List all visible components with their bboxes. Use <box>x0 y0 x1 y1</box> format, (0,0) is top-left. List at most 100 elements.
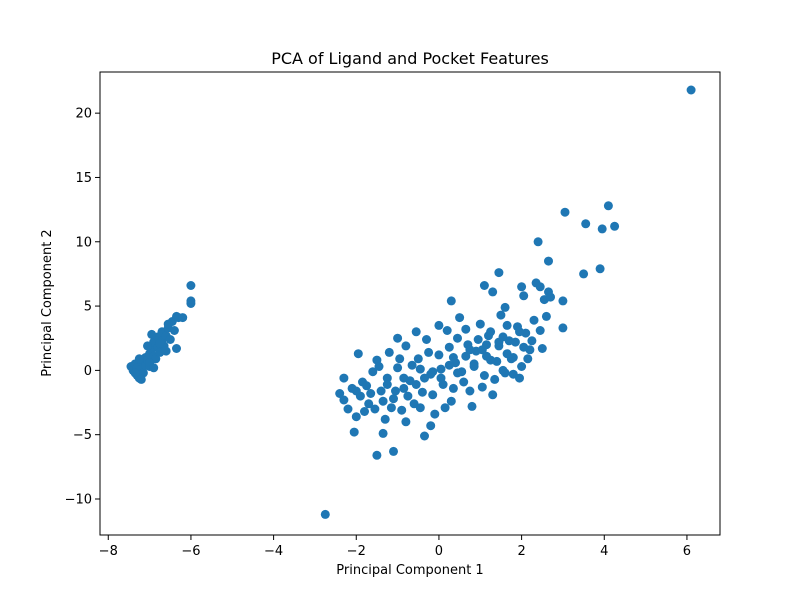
data-point <box>515 327 524 337</box>
data-point <box>163 319 173 329</box>
data-point <box>417 387 427 397</box>
data-point <box>535 326 545 335</box>
data-point <box>415 364 425 374</box>
data-point <box>581 219 591 229</box>
y-tick-label: 20 <box>75 107 92 122</box>
x-tick-label: −2 <box>347 544 366 559</box>
data-point <box>686 85 696 95</box>
y-tick-label: 10 <box>75 235 92 250</box>
data-point <box>610 221 620 231</box>
data-point <box>362 381 372 391</box>
y-tick-label: 15 <box>75 171 92 186</box>
data-point <box>136 374 146 384</box>
data-point <box>428 390 438 400</box>
data-point <box>424 347 434 357</box>
data-point <box>343 404 353 414</box>
data-point <box>384 347 394 357</box>
data-point <box>490 374 500 384</box>
data-point <box>401 341 411 351</box>
x-tick-label: −6 <box>181 544 200 559</box>
data-point <box>446 396 456 406</box>
data-point <box>320 509 330 519</box>
data-point <box>502 320 512 330</box>
data-point <box>430 409 440 419</box>
data-point <box>161 346 171 356</box>
data-point <box>517 282 527 292</box>
data-point <box>165 335 175 344</box>
data-point <box>339 395 349 405</box>
data-point <box>389 394 398 404</box>
data-point <box>186 281 196 290</box>
data-point <box>389 446 398 456</box>
data-point <box>393 333 403 343</box>
data-point <box>426 421 436 431</box>
y-tick-label: −5 <box>73 428 92 443</box>
data-point <box>172 344 181 353</box>
data-point <box>335 389 345 398</box>
data-point <box>360 407 369 416</box>
data-point <box>597 224 607 234</box>
y-tick-label: 5 <box>84 300 92 315</box>
data-point <box>517 362 527 371</box>
data-point <box>428 367 438 377</box>
x-tick-label: −8 <box>99 544 118 559</box>
data-point <box>370 404 380 414</box>
data-point <box>374 362 384 371</box>
data-point <box>143 341 152 351</box>
x-tick-label: 2 <box>517 544 525 559</box>
data-point <box>467 401 477 411</box>
data-point <box>459 377 469 387</box>
data-point <box>366 389 376 398</box>
data-point <box>465 345 475 355</box>
data-point <box>434 350 444 360</box>
data-point <box>541 311 551 321</box>
data-point <box>488 390 498 400</box>
data-point <box>422 335 431 344</box>
data-point <box>436 364 446 374</box>
data-point <box>448 353 458 362</box>
data-point <box>444 360 454 370</box>
data-point <box>455 313 465 323</box>
data-point <box>498 332 508 342</box>
data-point <box>496 310 506 320</box>
data-point <box>413 354 423 364</box>
data-point <box>502 349 512 359</box>
data-point <box>397 405 407 415</box>
x-tick-label: 6 <box>683 544 691 559</box>
data-point <box>533 237 543 247</box>
data-point <box>382 373 392 383</box>
data-point <box>519 342 529 352</box>
data-point <box>446 296 456 306</box>
x-tick-label: 4 <box>600 544 608 559</box>
data-point <box>149 363 159 373</box>
x-axis-label: Principal Component 1 <box>336 563 483 578</box>
data-point <box>169 326 179 335</box>
data-point <box>147 329 157 339</box>
data-point <box>368 367 378 377</box>
data-point <box>440 403 450 413</box>
data-point <box>529 315 539 325</box>
data-point <box>442 326 452 335</box>
x-tick-label: 0 <box>435 544 443 559</box>
data-point <box>378 396 388 406</box>
data-point <box>448 383 458 393</box>
data-point <box>515 373 524 383</box>
data-point <box>134 354 144 364</box>
data-point <box>386 403 396 413</box>
data-point <box>453 333 462 343</box>
data-point <box>382 380 392 389</box>
data-point <box>378 428 388 438</box>
y-tick-label: −10 <box>65 492 92 507</box>
data-point <box>560 207 570 217</box>
chart-title: PCA of Ligand and Pocket Features <box>271 49 549 68</box>
data-point <box>510 337 520 347</box>
data-point <box>178 313 188 323</box>
data-point <box>399 383 409 393</box>
data-point <box>527 336 537 346</box>
data-point <box>436 373 446 383</box>
data-point <box>453 368 462 378</box>
data-points <box>126 85 696 519</box>
data-point <box>465 386 475 396</box>
data-point <box>339 373 349 383</box>
data-point <box>479 371 489 380</box>
